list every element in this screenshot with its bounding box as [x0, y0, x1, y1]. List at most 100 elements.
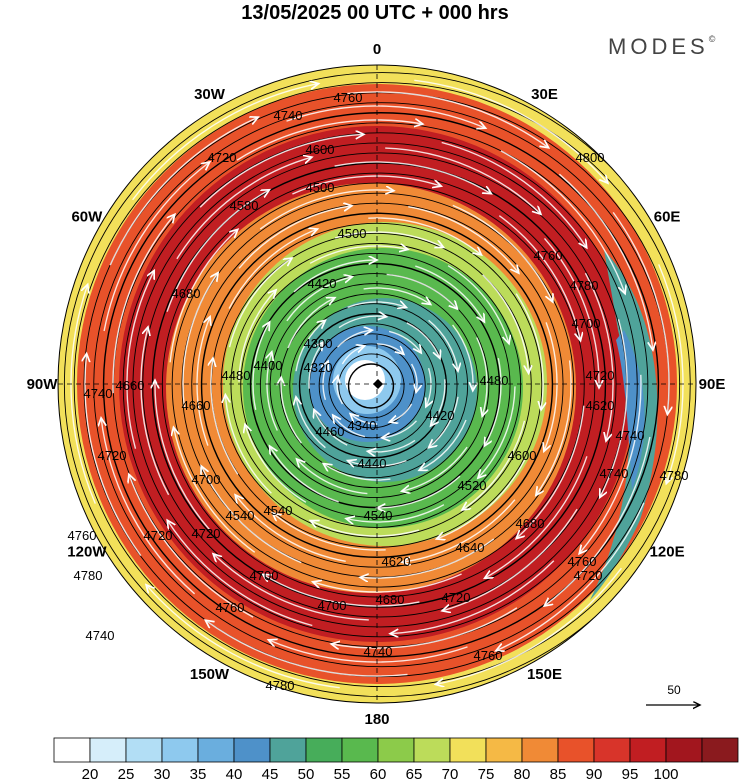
contour-label: 4640 [456, 540, 485, 555]
colorbar-tick-label: 65 [406, 766, 423, 782]
contour-label: 4480 [222, 368, 251, 383]
longitude-label-lon-90e: 90E [699, 376, 726, 393]
streamline [286, 277, 352, 322]
streamline [360, 538, 495, 578]
contour-label: 4760 [334, 90, 363, 105]
streamline [386, 273, 458, 309]
streamline [426, 367, 431, 407]
contour-label: 4620 [586, 398, 615, 413]
streamline [584, 272, 614, 441]
contour-label: 4660 [116, 378, 145, 393]
height-contour [171, 182, 585, 588]
contour-label: 4780 [266, 678, 295, 693]
streamline [169, 229, 238, 363]
streamline [346, 504, 445, 522]
streamline [126, 271, 154, 449]
height-contour [181, 192, 575, 578]
colorbar-tick-label: 90 [586, 766, 603, 782]
streamline [376, 343, 404, 354]
contour-label: 4760 [534, 248, 563, 263]
streamline [213, 554, 369, 621]
streamline [166, 190, 269, 312]
streamline [196, 317, 210, 446]
streamline [129, 474, 254, 618]
contour-label: 4420 [308, 276, 337, 291]
colorbar-tick-label: 20 [82, 766, 99, 782]
colorbar-bin [701, 737, 739, 763]
height-contour [142, 152, 617, 618]
streamline [331, 607, 518, 648]
streamline [536, 360, 572, 495]
colorbar-bin [341, 737, 379, 763]
streamline [429, 396, 459, 448]
brand-name: MODES [608, 34, 709, 59]
streamline [419, 419, 467, 470]
contour-label: 4780 [660, 468, 689, 483]
colorbar-bin [665, 737, 703, 763]
streamline [402, 499, 516, 563]
streamline [259, 190, 394, 230]
streamline [228, 258, 293, 348]
colorbar-tick-label: 25 [118, 766, 135, 782]
colorbar-bin [125, 737, 163, 763]
colorbar-tick-label: 100 [653, 766, 678, 782]
streamline [516, 405, 585, 539]
streamline [348, 461, 407, 466]
colorbar-bin [377, 737, 415, 763]
contour-label: 4700 [192, 472, 221, 487]
streamline [155, 380, 211, 531]
streamline [268, 640, 468, 663]
longitude-label-lon-90w: 90W [27, 376, 59, 393]
contour-label: 4580 [230, 198, 259, 213]
colorbar-bin [593, 737, 631, 763]
contour-label: 4780 [74, 568, 103, 583]
reference-vector: 50 [646, 683, 700, 705]
contour-label: 4540 [226, 508, 255, 523]
contour-label: 4420 [426, 408, 455, 423]
streamline [498, 215, 580, 341]
streamline [297, 459, 368, 495]
colorbar-tick-label: 55 [334, 766, 351, 782]
contour-label: 4680 [172, 286, 201, 301]
colorbar-bin [521, 737, 559, 763]
longitude-label-lon-180: 180 [364, 711, 389, 728]
wind-patch-45 [590, 250, 658, 600]
streamline [286, 105, 486, 128]
height-contour [338, 353, 405, 419]
colorbar-bin [161, 737, 199, 763]
contour-label: 4700 [572, 316, 601, 331]
map-title: 13/05/2025 00 UTC + 000 hrs [241, 2, 509, 24]
streamline [167, 520, 313, 627]
streamline [478, 386, 516, 478]
streamline [70, 284, 96, 504]
longitude-label-lon-120w: 120W [67, 544, 107, 561]
streamline [435, 567, 622, 684]
streamline [612, 211, 669, 414]
streamline [385, 147, 541, 214]
streamline [323, 361, 328, 401]
colorbar-bin [305, 737, 343, 763]
streamline [292, 175, 441, 195]
longitude-label-lon-60w: 60W [71, 209, 103, 226]
streamline [270, 446, 339, 503]
colorbar-tick-label: 85 [550, 766, 567, 782]
streamline [476, 337, 487, 417]
contour-label: 4720 [192, 526, 221, 541]
streamline [225, 395, 272, 494]
streamline [350, 414, 378, 425]
contour-label: 4740 [86, 628, 115, 643]
streamline [176, 157, 312, 260]
colorbar-bin [485, 737, 523, 763]
contour-label: 4320 [304, 360, 333, 375]
streamline [308, 342, 323, 389]
pole-marker [373, 379, 383, 389]
streamline [341, 346, 364, 365]
contour-label: 4740 [274, 108, 303, 123]
wind-streamlines [70, 79, 684, 689]
streamline [336, 330, 373, 348]
streamline [228, 229, 317, 309]
height-contour [259, 273, 490, 498]
contour-labels: 4760 4740 4720 4680 4600 4580 4500 4500 4420 4660… [68, 90, 689, 693]
streamline [368, 439, 416, 452]
